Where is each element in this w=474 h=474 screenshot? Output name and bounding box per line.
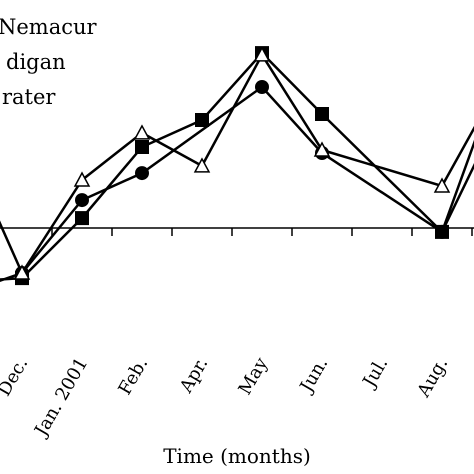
marker [433, 177, 451, 193]
x-tick-label: Feb. [114, 354, 152, 399]
x-axis-title: Time (months) [163, 444, 311, 468]
x-tick-label: Jan. 2001 [30, 354, 93, 441]
x-tick-label: Aug. [413, 354, 453, 402]
x-tick-label: Jun. [295, 354, 332, 398]
x-tick-label: May [234, 353, 272, 398]
x-tick-label: Apr. [175, 354, 212, 397]
marker [135, 166, 149, 181]
marker [193, 157, 211, 173]
marker [253, 46, 271, 62]
legend-label: Nemacur [0, 15, 98, 39]
marker [435, 224, 449, 239]
x-tick-label: Jul. [358, 354, 392, 392]
marker [13, 264, 31, 280]
marker [133, 124, 151, 140]
marker [315, 107, 329, 121]
series-line [0, 52, 474, 276]
legend-label: rater [2, 85, 56, 109]
marker [73, 171, 91, 187]
legend-label: digan [6, 50, 66, 74]
marker [75, 193, 89, 208]
series-line [0, 51, 474, 281]
marker [75, 211, 89, 226]
marker [135, 140, 149, 154]
x-tick-label: Dec. [0, 354, 32, 400]
marker [195, 113, 209, 127]
marker [313, 141, 331, 157]
series-line [0, 85, 474, 283]
marker [255, 80, 269, 94]
